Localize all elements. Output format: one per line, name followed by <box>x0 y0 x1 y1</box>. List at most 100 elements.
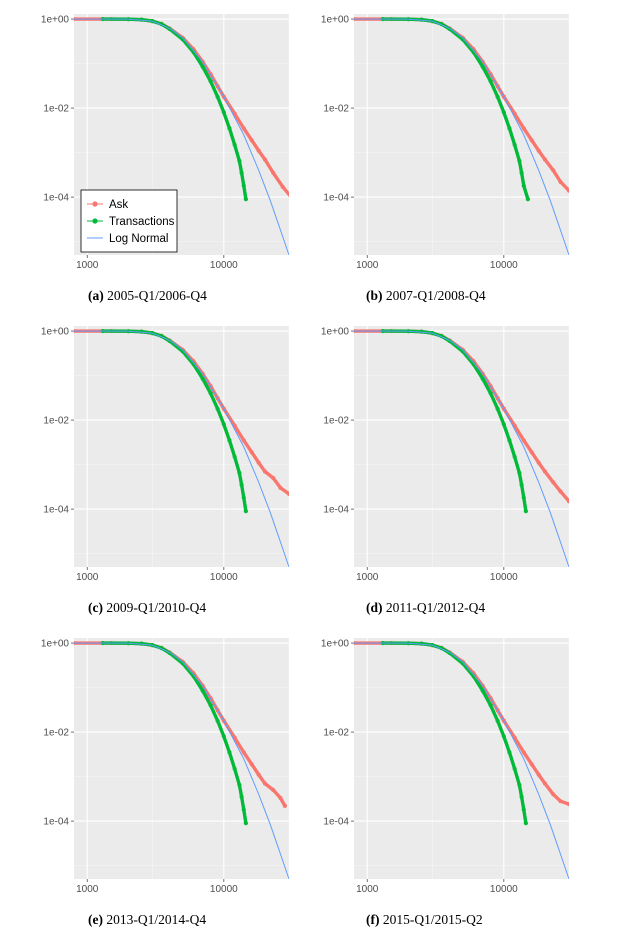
data-point-transactions <box>221 422 226 427</box>
data-point-transactions <box>200 376 205 381</box>
chart-panel-c: 1e+00 1e-02 1e-04 1000 10000 <box>24 322 294 587</box>
chart-svg: 1e+00 1e-02 1e-04 1000 10000 <box>321 326 569 583</box>
series-layer <box>354 328 569 567</box>
caption-e: (e) 2013-Q1/2014-Q4 <box>88 912 206 928</box>
x-tick-label: 10000 <box>490 884 518 895</box>
data-point-transactions <box>243 197 248 202</box>
data-point-transactions <box>512 766 517 771</box>
data-point-ask <box>536 772 541 777</box>
data-point-transactions <box>517 782 522 788</box>
data-point-transactions <box>480 688 485 693</box>
chart-svg: 1e+00 1e-02 1e-04 1000 10000 <box>41 326 289 583</box>
y-tick-label: 1e-04 <box>43 505 69 516</box>
series-layer <box>74 640 289 888</box>
caption-label-c: (c) <box>88 600 103 615</box>
data-point-ask <box>282 803 288 808</box>
chart-svg: 1e+00 1e-02 1e-04 1000 10000 Ask Transactions L… <box>41 14 289 271</box>
data-point-transactions <box>241 807 246 812</box>
caption-text-a: 2005-Q1/2006-Q4 <box>107 288 207 303</box>
caption-b: (b) 2007-Q1/2008-Q4 <box>366 288 486 304</box>
data-point-transactions <box>221 110 226 115</box>
caption-label-d: (d) <box>366 600 383 615</box>
data-point-transactions <box>266 260 270 264</box>
x-tick-label: 1000 <box>76 260 99 271</box>
y-tick-label: 1e-04 <box>43 817 69 828</box>
data-point-transactions <box>245 884 249 888</box>
data-point-ask <box>542 781 548 786</box>
data-point-ask <box>529 762 534 767</box>
data-point-transactions <box>208 79 213 84</box>
caption-text-b: 2007-Q1/2008-Q4 <box>385 288 486 303</box>
series-line-log-normal <box>354 642 569 879</box>
data-point-ask <box>241 126 246 131</box>
data-point-transactions <box>239 482 244 487</box>
data-point-ask <box>241 750 246 755</box>
y-tick-label: 1e+00 <box>321 639 350 650</box>
series-line-log-normal <box>354 330 569 567</box>
data-point-transactions <box>237 158 242 164</box>
data-point-transactions <box>517 470 522 476</box>
data-point-transactions <box>495 94 500 99</box>
data-point-ask <box>280 184 285 189</box>
y-tick-label: 1e+00 <box>41 639 70 650</box>
data-point-ask <box>271 475 276 481</box>
data-point-transactions <box>488 703 493 708</box>
x-tick-label: 10000 <box>210 260 238 271</box>
chart-panel-b: 1e+00 1e-02 1e-04 1000 10000 <box>304 10 574 275</box>
data-point-transactions <box>512 454 517 459</box>
legend: Ask Transactions Log Normal <box>80 189 178 253</box>
data-point-transactions <box>480 376 485 381</box>
data-point-transactions <box>528 260 532 264</box>
data-point-transactions <box>471 674 476 679</box>
y-tick-label: 1e+00 <box>321 15 350 26</box>
data-point-ask <box>558 179 563 184</box>
data-point-ask <box>241 438 246 443</box>
data-point-transactions <box>200 688 205 693</box>
series-line-log-normal <box>74 330 289 567</box>
data-point-transactions <box>512 142 517 147</box>
data-point-ask <box>521 438 526 443</box>
caption-label-a: (a) <box>88 288 104 303</box>
data-point-transactions <box>227 750 232 755</box>
data-point-ask <box>529 450 534 455</box>
data-point-ask <box>558 489 563 494</box>
data-point-transactions <box>521 807 526 812</box>
data-point-ask <box>249 450 254 455</box>
caption-text-d: 2011-Q1/2012-Q4 <box>385 600 486 615</box>
y-tick-label: 1e-04 <box>323 817 349 828</box>
x-tick-label: 10000 <box>490 260 518 271</box>
data-point-ask <box>521 126 526 131</box>
data-point-transactions <box>471 362 476 367</box>
data-point-ask <box>278 485 283 490</box>
data-point-transactions <box>521 495 526 500</box>
data-point-ask <box>271 787 276 793</box>
x-tick-label: 10000 <box>210 572 238 583</box>
data-point-transactions <box>239 170 244 175</box>
data-point-transactions <box>232 454 237 459</box>
series-line-log-normal <box>74 642 289 879</box>
data-point-transactions <box>215 718 220 723</box>
data-point-ask <box>262 469 268 474</box>
y-tick-label: 1e-04 <box>323 505 349 516</box>
chart-panel-a: 1e+00 1e-02 1e-04 1000 10000 Ask Transactions L… <box>24 10 294 275</box>
series-layer <box>74 328 289 567</box>
data-point-transactions <box>495 718 500 723</box>
gridlines <box>354 14 569 255</box>
caption-text-e: 2013-Q1/2014-Q4 <box>106 912 207 927</box>
chart-svg: 1e+00 1e-02 1e-04 1000 10000 <box>321 14 569 271</box>
data-point-transactions <box>521 183 526 188</box>
caption-label-b: (b) <box>366 288 383 303</box>
y-tick-label: 1e+00 <box>41 15 70 26</box>
data-point-transactions <box>480 64 485 69</box>
data-point-transactions <box>517 158 522 164</box>
series-layer <box>74 16 289 264</box>
data-point-transactions <box>243 821 248 826</box>
data-point-ask <box>278 795 283 801</box>
data-point-ask <box>558 799 563 804</box>
data-point-transactions <box>215 406 220 411</box>
plot-background <box>74 326 289 567</box>
legend-key-point <box>92 201 98 207</box>
x-tick-label: 10000 <box>210 884 238 895</box>
data-point-ask <box>551 168 556 173</box>
data-point-transactions <box>215 94 220 99</box>
